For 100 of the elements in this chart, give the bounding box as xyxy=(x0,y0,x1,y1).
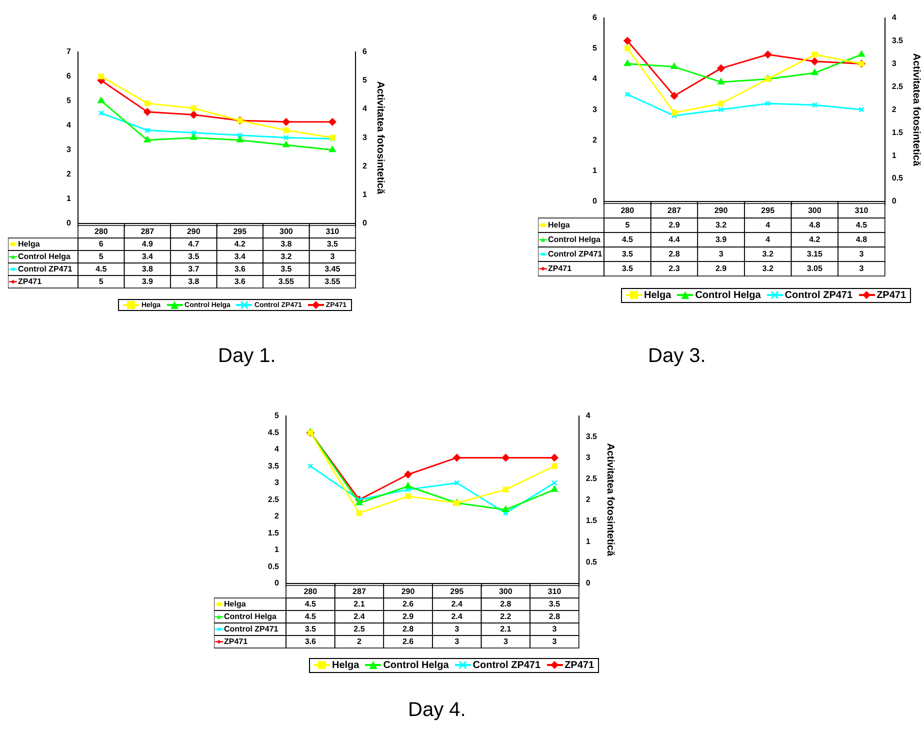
legend-label: Helga xyxy=(548,220,570,230)
data-label: 3 xyxy=(552,624,558,634)
data-label: 2.6 xyxy=(402,636,414,646)
x-tick-label: 280 xyxy=(94,226,108,236)
data-label: 4.5 xyxy=(304,599,317,608)
x-tick-label: 280 xyxy=(304,586,318,596)
legend-label: Control Helga xyxy=(224,612,277,621)
y-tick-label: 2.5 xyxy=(268,494,280,504)
data-label: 3.4 xyxy=(234,252,246,261)
text: Control Helga xyxy=(383,660,449,670)
text: ZP471 xyxy=(876,290,906,300)
y2-tick-label: 3 xyxy=(362,132,368,142)
data-label: 3.5 xyxy=(280,264,292,274)
y-tick-label: 4 xyxy=(592,74,598,84)
x-tick-label: 295 xyxy=(761,206,776,215)
y2-tick-label: 0 xyxy=(892,196,897,206)
text: Control Helga xyxy=(695,290,761,300)
data-label: 3.2 xyxy=(762,249,774,258)
legend-label: Control ZP471 xyxy=(224,624,279,634)
data-label: 3.5 xyxy=(622,249,634,258)
y-tick-label: 3.5 xyxy=(268,461,280,470)
y2-axis-title: Activitatea fotosintetică xyxy=(604,443,616,556)
data-label: 3 xyxy=(503,636,508,646)
data-label: 3.2 xyxy=(715,220,728,230)
y-tick-label: 4 xyxy=(66,120,72,130)
y-tick-label: 0 xyxy=(66,218,72,228)
data-label: 4.5 xyxy=(622,234,634,244)
y-tick-label: 3 xyxy=(274,478,280,488)
data-label: 4.2 xyxy=(809,234,821,244)
x-tick-label: 287 xyxy=(352,586,366,596)
y2-tick-label: 1 xyxy=(362,190,368,200)
data-label: 2.8 xyxy=(402,624,414,634)
legend-label: ZP471 xyxy=(548,264,572,273)
y2-tick-label: 0 xyxy=(362,218,368,228)
text: Day 1. xyxy=(218,344,276,368)
y-tick-label: 2 xyxy=(592,135,598,144)
data-label: 4.4 xyxy=(668,234,680,244)
text: Control ZP471 xyxy=(784,290,853,300)
text: Day 3. xyxy=(648,344,706,368)
data-label: 2.5 xyxy=(354,624,366,634)
data-label: 3.9 xyxy=(715,234,728,244)
data-label: 3.9 xyxy=(142,276,154,286)
x-tick-label: 295 xyxy=(233,226,248,236)
x-tick-label: 287 xyxy=(668,206,682,215)
y2-tick-label: 1 xyxy=(586,536,591,546)
text: Helga xyxy=(644,290,672,300)
data-label: 3.6 xyxy=(234,276,246,286)
data-label: 3.5 xyxy=(326,239,339,248)
data-label: 3.5 xyxy=(622,264,634,273)
y-tick-label: 5 xyxy=(66,96,72,106)
y-tick-label: 7 xyxy=(66,47,72,56)
data-label: 2.8 xyxy=(500,599,512,608)
data-label: 2.8 xyxy=(548,612,561,621)
legend-label: Helga xyxy=(18,239,40,248)
y2-tick-label: 2 xyxy=(892,104,897,114)
text: ZP471 xyxy=(564,660,594,670)
data-label: 3 xyxy=(454,624,460,634)
data-label: 3.45 xyxy=(324,264,341,274)
x-tick-label: 300 xyxy=(279,226,294,236)
data-label: 5 xyxy=(98,252,104,261)
y2-tick-label: 1.5 xyxy=(892,128,904,137)
text: Control ZP471 xyxy=(472,660,541,670)
data-label: 2.1 xyxy=(500,624,512,634)
y2-tick-label: 2.5 xyxy=(892,82,904,91)
y2-tick-label: 6 xyxy=(362,47,368,56)
data-label: 2.3 xyxy=(668,264,680,273)
x-tick-label: 290 xyxy=(186,226,201,236)
data-label: 4.2 xyxy=(234,239,246,248)
data-label: 3.7 xyxy=(188,264,200,274)
data-label: 2.4 xyxy=(354,612,366,621)
x-tick-label: 300 xyxy=(808,206,822,215)
y-tick-label: 0 xyxy=(274,578,280,588)
y-tick-label: 3 xyxy=(66,145,72,154)
y-tick-label: 5 xyxy=(592,44,598,53)
data-label: 3.05 xyxy=(806,264,823,273)
x-tick-label: 300 xyxy=(498,586,513,596)
y-tick-label: 3 xyxy=(592,104,598,114)
y2-tick-label: 5 xyxy=(362,76,368,85)
data-label: 2 xyxy=(356,636,362,646)
y2-tick-label: 0 xyxy=(586,578,591,588)
data-label: 3.6 xyxy=(304,636,317,646)
y2-tick-label: 3 xyxy=(892,58,897,68)
legend-label: Control ZP471 xyxy=(548,249,603,258)
data-label: 2.4 xyxy=(451,599,463,608)
data-label: 2.1 xyxy=(354,599,366,608)
legend-label: Control ZP471 xyxy=(18,264,73,274)
data-label: 3 xyxy=(552,636,558,646)
x-tick-label: 295 xyxy=(450,586,464,596)
legend-label: Control Helga xyxy=(18,252,71,261)
x-tick-label: 310 xyxy=(548,586,562,596)
y-tick-label: 1 xyxy=(274,545,280,554)
x-tick-label: 310 xyxy=(326,226,340,236)
y-tick-label: 0.5 xyxy=(268,562,280,571)
data-label: 3 xyxy=(859,264,864,273)
y-tick-label: 1.5 xyxy=(268,528,280,538)
data-label: 2.4 xyxy=(451,612,463,621)
y2-tick-label: 3 xyxy=(586,452,591,462)
data-label: 3.6 xyxy=(234,264,246,274)
data-label: 3.8 xyxy=(280,239,292,248)
y2-tick-label: 4 xyxy=(892,13,897,22)
